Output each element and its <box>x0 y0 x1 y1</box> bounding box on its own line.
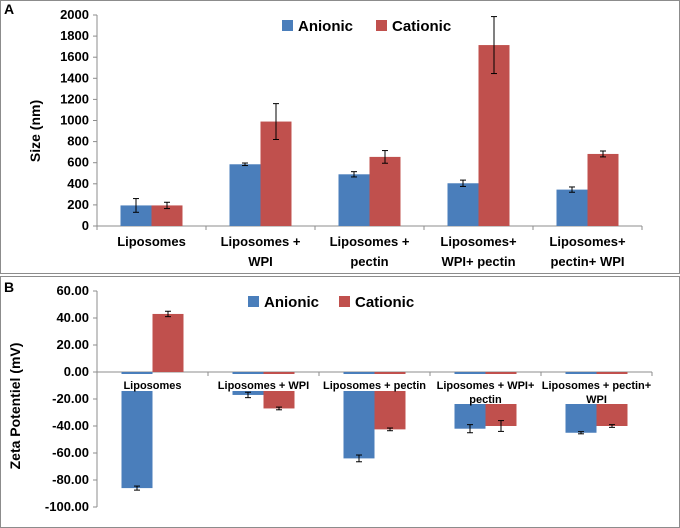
panel-b-y-tick-label: 0.00 <box>64 364 89 379</box>
panel-b-y-tick-label: -20.00 <box>52 391 89 406</box>
panel-a-bar-anionic <box>120 205 152 226</box>
panel-b-category-label-bg <box>210 374 317 391</box>
legend-a-cationic-swatch <box>376 20 387 31</box>
panel-b-bar-anionic <box>121 372 153 489</box>
panel-a-category-label: Liposomes + <box>221 234 301 249</box>
panel-b-y-tick-label: 60.00 <box>56 283 89 298</box>
panel-b-legend: Anionic Cationic <box>248 294 414 311</box>
legend-b-cationic-label: Cationic <box>355 294 414 311</box>
panel-b-category-label: Liposomes <box>123 380 181 392</box>
panel-a-bar-anionic <box>447 183 479 226</box>
panel-a-y-tick-label: 2000 <box>60 7 89 22</box>
panel-b-category-label-bg <box>321 374 428 391</box>
panel-b-category-label-bg <box>543 374 650 404</box>
panel-a-bar-cationic <box>151 205 183 226</box>
panel-a-y-tick-label: 0 <box>82 218 89 233</box>
panel-b-bar-cationic <box>152 313 184 372</box>
panel-a-bar-cationic <box>478 45 510 226</box>
panel-a-y-tick-label: 200 <box>67 197 89 212</box>
panel-a: A Size (nm) Anionic Cationic 0 200 400 600 8… <box>0 0 680 274</box>
panel-a-letter: A <box>4 1 14 17</box>
legend-a-anionic-swatch <box>282 20 293 31</box>
panel-a-y-tick-label: 600 <box>67 155 89 170</box>
panel-a-bar-cationic <box>587 153 619 226</box>
panel-a-bar-anionic <box>556 189 588 226</box>
panel-b-y-tick-label: -60.00 <box>52 445 89 460</box>
panel-b-y-tick-label: 40.00 <box>56 310 89 325</box>
panel-b-y-tick-label: -100.00 <box>45 499 89 514</box>
panel-b-category-label: WPI <box>586 394 607 406</box>
panel-b-plot: -100.00 -80.00 -60.00 -40.00 -20.00 0.00 20.00… <box>45 283 653 514</box>
panel-b-category-label: Liposomes + pectin <box>323 380 426 392</box>
panel-b-category-label: Liposomes + WPI <box>218 380 309 392</box>
panel-b-y-axis-title: Zeta Potentiel (mV) <box>7 343 23 470</box>
panel-b-category-label: pectin <box>469 394 502 406</box>
panel-a-category-label: pectin+ WPI <box>550 254 624 269</box>
legend-a-cationic-label: Cationic <box>392 18 451 35</box>
panel-b-category-label-bg <box>99 374 206 391</box>
panel-a-bar-cationic <box>369 156 401 226</box>
panel-b-y-tick-label: 20.00 <box>56 337 89 352</box>
panel-a-y-tick-label: 1400 <box>60 70 89 85</box>
legend-b-cationic-swatch <box>339 296 350 307</box>
panel-a-category-label: Liposomes + <box>330 234 410 249</box>
panel-b: B Zeta Potentiel (mV) Anionic Cationic -… <box>0 276 680 528</box>
panel-a-bar-anionic <box>338 174 370 226</box>
legend-b-anionic-label: Anionic <box>264 294 319 311</box>
panel-a-category-label: pectin <box>350 254 388 269</box>
panel-a-frame <box>0 0 680 274</box>
panel-a-y-tick-label: 1600 <box>60 49 89 64</box>
panel-a-category-label: WPI <box>248 254 273 269</box>
panel-b-y-tick-label: -40.00 <box>52 418 89 433</box>
panel-a-plot: 0 200 400 600 800 1000 1200 1400 1600 1800 2000 Lip… <box>60 7 643 269</box>
panel-a-y-tick-label: 400 <box>67 176 89 191</box>
panel-a-y-tick-label: 1800 <box>60 28 89 43</box>
legend-a-anionic-label: Anionic <box>298 18 353 35</box>
panel-b-category-label: Liposomes + WPI+ <box>437 380 535 392</box>
panel-a-category-label: Liposomes+ <box>549 234 626 249</box>
panel-a-category-label: Liposomes <box>117 234 186 249</box>
panel-a-y-tick-label: 1000 <box>60 113 89 128</box>
panel-b-category-label-bg <box>432 374 539 404</box>
panel-a-bar-anionic <box>229 164 261 226</box>
panel-a-legend: Anionic Cationic <box>282 18 451 35</box>
panel-a-y-tick-label: 800 <box>67 134 89 149</box>
panel-b-y-tick-label: -80.00 <box>52 472 89 487</box>
legend-b-anionic-swatch <box>248 296 259 307</box>
panel-a-category-label: WPI+ pectin <box>441 254 515 269</box>
panel-a-category-label: Liposomes+ <box>440 234 517 249</box>
panel-b-letter: B <box>4 279 14 295</box>
panel-b-category-label: Liposomes + pectin+ <box>542 380 651 392</box>
panel-a-y-axis-title: Size (nm) <box>27 100 43 162</box>
panel-a-y-tick-label: 1200 <box>60 91 89 106</box>
